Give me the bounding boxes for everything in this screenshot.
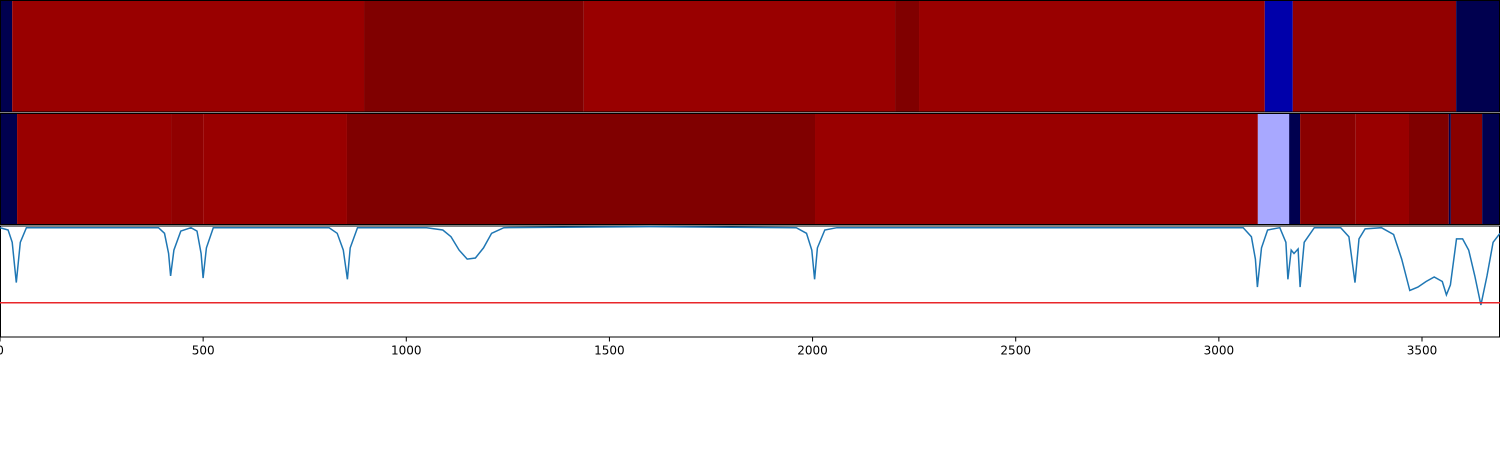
heat-cell: [203, 113, 347, 225]
profile-line: [0, 225, 1500, 306]
panel-frame: [0, 225, 1500, 338]
x-tick-label: 3000: [1204, 343, 1235, 357]
heat-cell: [1289, 113, 1301, 225]
x-tick-label: 500: [192, 343, 215, 357]
heat-cell: [1355, 113, 1409, 225]
heat-cell: [1448, 113, 1451, 225]
heat-cell: [919, 0, 1265, 113]
x-tick-label: 2500: [1000, 343, 1031, 357]
x-tick-label: 2000: [797, 343, 828, 357]
x-tick-label: 3500: [1407, 343, 1438, 357]
heat-cell: [815, 113, 1258, 225]
heat-cell: [364, 0, 584, 113]
heat-cell: [0, 113, 18, 225]
heat-cell: [895, 0, 920, 113]
heat-cell: [583, 0, 896, 113]
heat-cell: [17, 113, 172, 225]
heat-cell: [12, 0, 365, 113]
heat-cell: [1300, 113, 1356, 225]
heat-cell: [346, 113, 816, 225]
heat-cell: [171, 113, 204, 225]
heat-cell: [1482, 113, 1500, 225]
heat-cell: [0, 0, 13, 113]
heat-cell: [1264, 0, 1293, 113]
heat-cell: [1408, 113, 1449, 225]
x-tick-label: 0: [0, 343, 4, 357]
heat-cell: [1450, 113, 1483, 225]
x-tick-label: 1500: [594, 343, 625, 357]
heat-cell: [1456, 0, 1500, 113]
x-tick-label: 1000: [391, 343, 422, 357]
heat-cell: [1292, 0, 1457, 113]
heat-cell: [1257, 113, 1290, 225]
